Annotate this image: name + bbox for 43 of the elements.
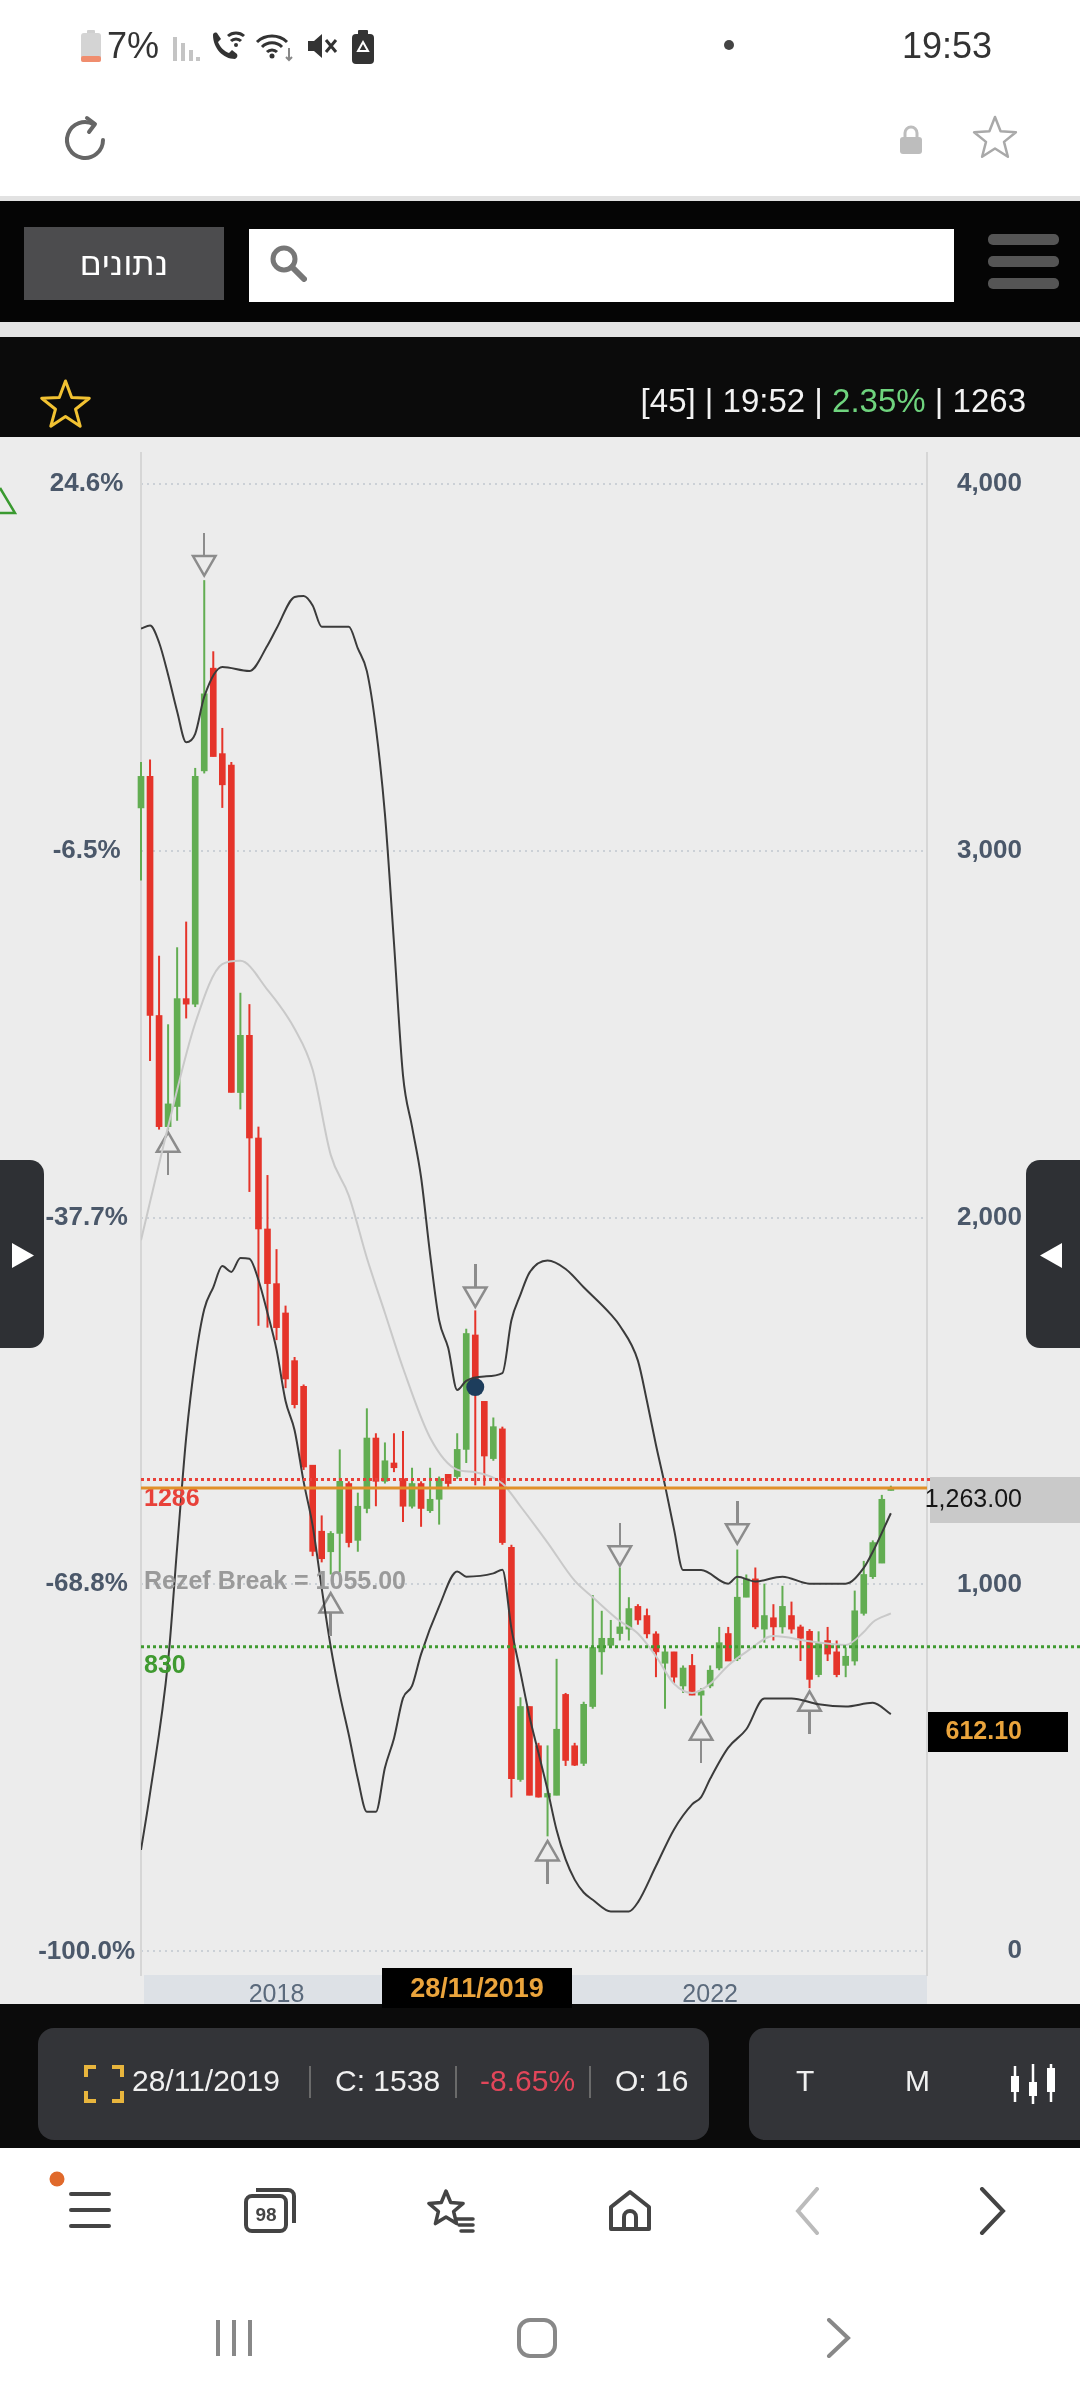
- candlestick: [779, 1584, 786, 1635]
- candlestick: [616, 1566, 624, 1642]
- y-tick-label: 4,000: [956, 467, 1022, 498]
- candlestick: [182, 920, 190, 1020]
- button: נתונים: [24, 227, 224, 300]
- ref-line-label: 1,263.00: [924, 1483, 1022, 1512]
- text: M: [905, 2064, 930, 2099]
- y-tick-label: 1,000: [956, 1567, 1022, 1598]
- candlestick: [661, 1646, 669, 1710]
- y2-tick-label: 24.6%: [49, 467, 124, 498]
- candlestick: [426, 1466, 434, 1514]
- text: 28/11/2019: [132, 2064, 280, 2099]
- candlestick: [742, 1573, 750, 1599]
- candlestick: [833, 1639, 840, 1679]
- candlestick: [842, 1646, 850, 1679]
- annotation: 28/11/2019: [410, 1973, 544, 2004]
- candlestick: [788, 1600, 795, 1635]
- text: C: 1538: [335, 2064, 441, 2099]
- candlestick: [643, 1607, 651, 1640]
- candlestick: [571, 1741, 578, 1767]
- x-tick-label: 2018: [248, 1978, 305, 2007]
- candlestick: [598, 1609, 606, 1676]
- text: 19:53: [902, 25, 993, 67]
- line-series: [141, 959, 892, 1694]
- x-tick-label: 2022: [682, 1978, 738, 2007]
- candlestick: [797, 1623, 804, 1663]
- y-tick-label: 2,000: [956, 1200, 1022, 1231]
- y2-tick-label: -6.5%: [52, 833, 121, 864]
- candlestick: [607, 1618, 615, 1647]
- y-tick-label: 3,000: [956, 833, 1022, 864]
- y2-tick-label: -68.8%: [45, 1567, 128, 1598]
- text: -8.65%: [480, 2064, 576, 2099]
- candlestick: [761, 1582, 768, 1644]
- y2-tick-label: -100.0%: [38, 1934, 135, 1965]
- candlestick: [770, 1603, 777, 1642]
- text: 612.10: [945, 1715, 1022, 1744]
- text: 7%: [107, 25, 160, 67]
- chart-title: [45] | 19:52 | 2.35% | 1263: [640, 382, 1026, 419]
- line-series: [141, 1256, 892, 1913]
- y-tick-label: 0: [1007, 1934, 1022, 1965]
- text: T: [796, 2064, 815, 2099]
- text: O: 16: [615, 2064, 689, 2099]
- y2-tick-label: -37.7%: [45, 1201, 128, 1232]
